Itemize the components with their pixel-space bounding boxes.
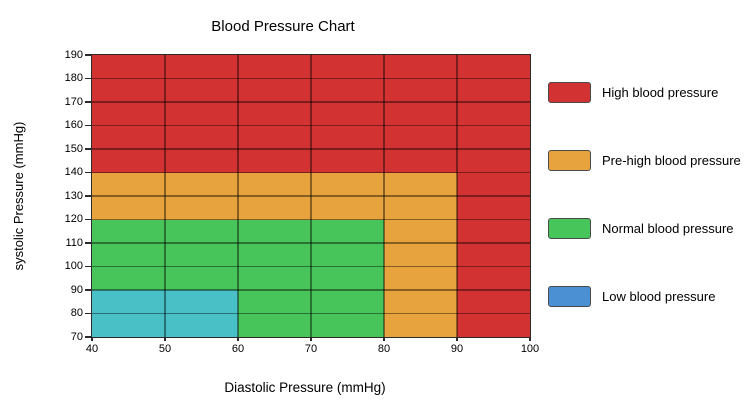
legend-item-low: Low blood pressure (548, 286, 748, 307)
y-tick-label: 130 (64, 189, 83, 202)
region-normal-blood-pressure (92, 219, 384, 290)
x-tick-label: 100 (520, 343, 540, 355)
region-pre-high-blood-pressure (384, 219, 457, 337)
y-tick-label: 180 (64, 72, 83, 84)
region-normal-blood-pressure (238, 290, 384, 337)
y-tick-label: 90 (70, 283, 83, 296)
x-tick-mark (529, 337, 531, 341)
x-tick-label: 50 (158, 343, 172, 355)
y-tick-label: 170 (64, 95, 83, 108)
gridline-horizontal (92, 289, 530, 291)
x-tick-mark (91, 337, 93, 341)
plot-area (91, 54, 531, 338)
y-tick-mark (85, 54, 91, 56)
gridline-vertical (164, 55, 166, 337)
y-tick-label: 160 (64, 119, 83, 131)
x-tick-label: 70 (304, 343, 318, 355)
y-tick-mark (85, 124, 91, 127)
y-tick-mark (85, 195, 91, 197)
y-tick-label: 80 (70, 307, 83, 319)
legend-label-normal: Normal blood pressure (602, 221, 734, 236)
y-tick-mark (85, 242, 91, 244)
y-tick-mark (85, 77, 91, 80)
region-high-blood-pressure (92, 55, 530, 173)
y-tick-mark (85, 265, 91, 268)
legend-label-high: High blood pressure (602, 85, 719, 100)
gridline-horizontal (92, 242, 530, 244)
x-tick-mark (164, 337, 166, 341)
gridline-horizontal (92, 218, 530, 221)
y-tick-mark (85, 336, 91, 338)
y-tick-label: 100 (64, 260, 83, 272)
y-tick-mark (85, 148, 91, 150)
y-tick-label: 140 (64, 166, 83, 178)
y-tick-mark (85, 218, 91, 221)
gridline-vertical (383, 55, 385, 337)
x-tick-mark (383, 337, 385, 341)
region-pre-high-blood-pressure (92, 172, 457, 220)
gridline-horizontal (92, 195, 530, 197)
x-tick-mark (310, 337, 312, 341)
y-tick-mark (85, 312, 91, 315)
gridline-vertical (456, 55, 458, 337)
region-low-blood-pressure (92, 290, 238, 337)
y-tick-label: 150 (64, 142, 83, 155)
gridline-horizontal (92, 148, 530, 150)
x-tick-mark (456, 337, 458, 341)
y-tick-label: 110 (65, 236, 83, 249)
legend-item-pre-high: Pre-high blood pressure (548, 150, 748, 171)
x-tick-label: 40 (85, 343, 99, 355)
x-tick-label: 60 (231, 343, 245, 355)
legend: High blood pressure Pre-high blood press… (548, 82, 748, 354)
y-tick-label: 190 (64, 48, 83, 61)
x-tick-label: 90 (450, 343, 464, 355)
gridline-vertical (237, 55, 239, 337)
chart-title: Blood Pressure Chart (211, 18, 355, 35)
x-tick-label: 80 (377, 343, 391, 355)
legend-swatch-high (548, 82, 591, 103)
legend-label-low: Low blood pressure (602, 289, 716, 304)
gridline-horizontal (92, 77, 530, 80)
gridline-horizontal (92, 312, 530, 315)
x-axis-label: Diastolic Pressure (mmHg) (224, 380, 386, 395)
legend-item-high: High blood pressure (548, 82, 748, 103)
y-tick-label: 70 (70, 330, 83, 343)
gridline-vertical (310, 55, 312, 337)
y-axis-label: systolic Pressure (mmHg) (11, 121, 26, 271)
x-tick-mark (237, 337, 239, 341)
y-tick-label: 120 (64, 213, 83, 225)
legend-item-normal: Normal blood pressure (548, 218, 748, 239)
gridline-horizontal (92, 101, 530, 103)
gridline-horizontal (92, 171, 530, 174)
legend-label-pre-high: Pre-high blood pressure (602, 153, 741, 168)
gridline-horizontal (92, 265, 530, 268)
y-tick-mark (85, 171, 91, 174)
gridline-horizontal (92, 124, 530, 127)
legend-swatch-pre-high (548, 150, 591, 171)
legend-swatch-normal (548, 218, 591, 239)
region-high-blood-pressure (457, 172, 530, 337)
y-tick-mark (85, 101, 91, 103)
y-tick-mark (85, 289, 91, 291)
legend-swatch-low (548, 286, 591, 307)
